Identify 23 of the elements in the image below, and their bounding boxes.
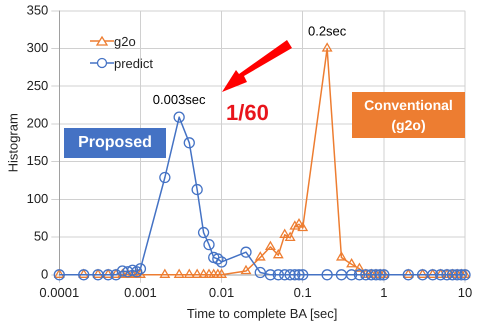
y-tick-label: 150 bbox=[26, 153, 48, 168]
annotation: 0.003sec bbox=[152, 92, 206, 108]
x-tick-label: 1 bbox=[380, 285, 388, 300]
legend-label: predict bbox=[114, 56, 154, 70]
y-tick-label: 250 bbox=[26, 78, 48, 93]
legend-label: g2o bbox=[114, 34, 136, 48]
x-tick-label: 0.001 bbox=[124, 285, 157, 300]
annotation: 1/60 bbox=[226, 100, 269, 126]
annotation: 0.2sec bbox=[308, 24, 347, 39]
y-axis-title: Histogram bbox=[5, 113, 20, 172]
annotation: Proposed bbox=[64, 128, 166, 158]
y-tick-label: 350 bbox=[26, 2, 48, 18]
x-tick-label: 0.1 bbox=[294, 285, 312, 300]
y-tick-label: 50 bbox=[34, 228, 48, 244]
x-tick-label: 10 bbox=[458, 285, 472, 300]
y-tick-label: 300 bbox=[26, 40, 48, 56]
y-tick-label: 0 bbox=[41, 266, 48, 282]
y-tick-label: 100 bbox=[26, 190, 48, 206]
annotation: Conventional (g2o) bbox=[352, 92, 465, 138]
x-axis-title: Time to complete BA [sec] bbox=[186, 306, 338, 321]
x-tick-label: 0.01 bbox=[208, 285, 234, 300]
y-tick-label: 200 bbox=[26, 116, 48, 131]
x-tick-label: 0.0001 bbox=[39, 285, 80, 300]
